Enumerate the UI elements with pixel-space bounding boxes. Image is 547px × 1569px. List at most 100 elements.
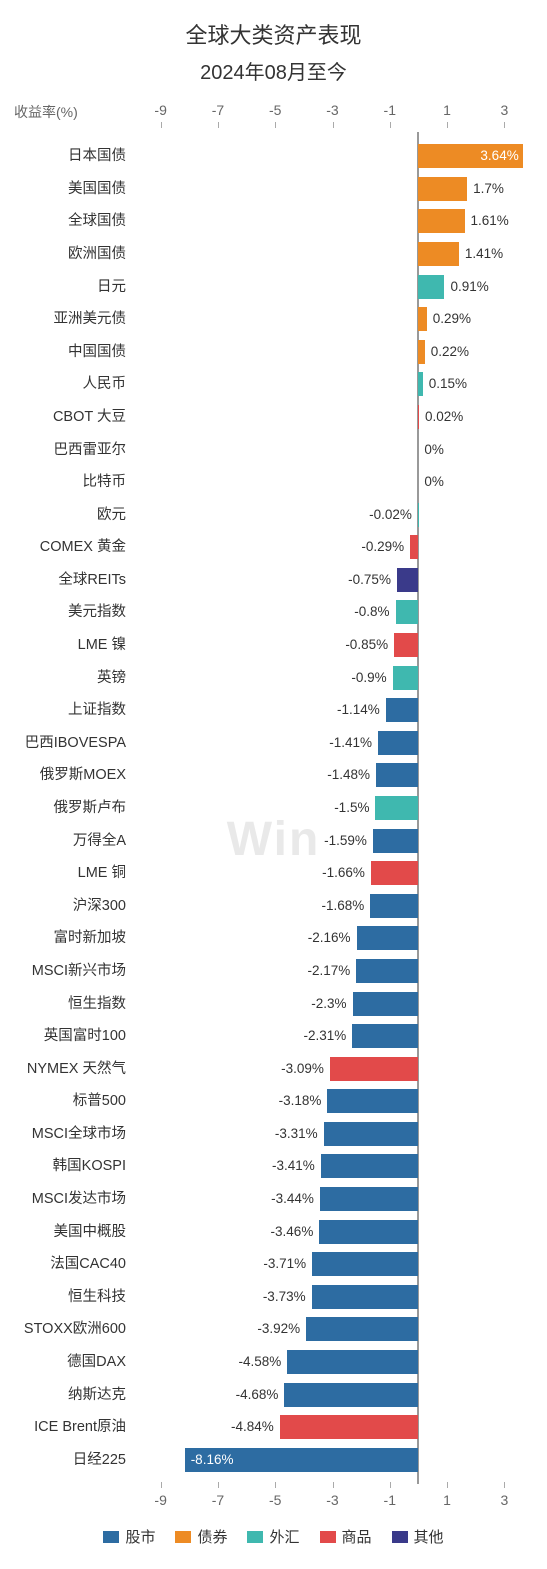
bar (327, 1089, 418, 1113)
row-label: MSCI新兴市场 (0, 955, 126, 987)
row-label: LME 镍 (0, 629, 126, 661)
chart-row: 法国CAC40 -3.71% (0, 1248, 547, 1280)
bar (396, 600, 419, 624)
row-label: 上证指数 (0, 694, 126, 726)
x-tick-mark (333, 1482, 334, 1488)
chart-row: 比特币0% (0, 466, 547, 498)
x-tick-mark (218, 1482, 219, 1488)
value-label: -2.16% (308, 922, 351, 954)
value-label: -2.31% (303, 1020, 346, 1052)
row-label: 美元指数 (0, 596, 126, 628)
value-label: 0% (424, 434, 444, 466)
x-tick-mark (447, 1482, 448, 1488)
chart-row: MSCI新兴市场-2.17% (0, 955, 547, 987)
value-label: -1.66% (322, 857, 365, 889)
chart-row: 日经225 -8.16% (0, 1444, 547, 1476)
bar (357, 926, 419, 950)
chart-row: ICE Brent原油-4.84% (0, 1411, 547, 1443)
chart-row: 巴西雷亚尔0% (0, 434, 547, 466)
legend-swatch (247, 1531, 263, 1543)
chart-row: 纳斯达克-4.68% (0, 1379, 547, 1411)
value-label: -0.85% (345, 629, 388, 661)
legend-label: 股市 (125, 1529, 155, 1546)
bar (280, 1415, 419, 1439)
chart-row: CBOT 大豆0.02% (0, 401, 547, 433)
x-tick-mark (275, 1482, 276, 1488)
row-label: 英镑 (0, 662, 126, 694)
bar (371, 861, 419, 885)
x-tick-label: -3 (326, 1492, 338, 1508)
row-label: LME 铜 (0, 857, 126, 889)
row-label: 法国CAC40 (0, 1248, 126, 1280)
value-label: -3.92% (257, 1313, 300, 1345)
row-label: MSCI发达市场 (0, 1183, 126, 1215)
x-tick-label: -3 (326, 102, 338, 118)
bar (393, 666, 419, 690)
bar (418, 242, 458, 266)
bar (376, 763, 418, 787)
chart-row: 亚洲美元债0.29% (0, 303, 547, 335)
value-label: -2.3% (311, 988, 346, 1020)
value-label: -0.9% (351, 662, 386, 694)
row-label: 恒生指数 (0, 988, 126, 1020)
chart-row: MSCI全球市场-3.31% (0, 1118, 547, 1150)
row-label: 全球国债 (0, 205, 126, 237)
value-label: 0% (424, 466, 444, 498)
value-label: 1.41% (465, 238, 503, 270)
x-axis-bottom: -9-7-5-3-113 (0, 1488, 547, 1518)
bar (378, 731, 418, 755)
chart-row: 韩国KOSPI-3.41% (0, 1150, 547, 1182)
bar (397, 568, 418, 592)
chart-row: COMEX 黄金-0.29% (0, 531, 547, 563)
value-label: -1.5% (334, 792, 369, 824)
row-label: 富时新加坡 (0, 922, 126, 954)
x-tick-label: -9 (154, 1492, 166, 1508)
row-label: 欧洲国债 (0, 238, 126, 270)
value-label: -3.71% (263, 1248, 306, 1280)
row-label: 日经225 (0, 1444, 126, 1476)
bar (306, 1317, 418, 1341)
value-label: -4.84% (231, 1411, 274, 1443)
legend-label: 外汇 (269, 1529, 299, 1546)
bar (394, 633, 418, 657)
legend: 股市债券外汇商品其他 (0, 1526, 547, 1547)
legend-swatch (103, 1531, 119, 1543)
legend-item: 外汇 (247, 1526, 299, 1547)
bar (418, 340, 424, 364)
x-tick-mark (504, 122, 505, 128)
value-label: 0.29% (433, 303, 471, 335)
value-label: 0.22% (431, 336, 469, 368)
row-label: 美国国债 (0, 173, 126, 205)
bar (320, 1187, 419, 1211)
x-tick-mark (390, 1482, 391, 1488)
chart-row: NYMEX 天然气-3.09% (0, 1053, 547, 1085)
value-label: -1.59% (324, 825, 367, 857)
bar (312, 1285, 419, 1309)
row-label: 全球REITs (0, 564, 126, 596)
legend-item: 股市 (103, 1526, 155, 1547)
value-label: -4.58% (238, 1346, 281, 1378)
legend-item: 商品 (320, 1526, 372, 1547)
chart-row: 巴西IBOVESPA-1.41% (0, 727, 547, 759)
value-label: -3.46% (271, 1216, 314, 1248)
row-label: 人民币 (0, 368, 126, 400)
value-label: -1.41% (329, 727, 372, 759)
chart-row: 英镑 -0.9% (0, 662, 547, 694)
legend-label: 债券 (197, 1529, 227, 1546)
row-label: 日元 (0, 271, 126, 303)
x-tick-mark (218, 122, 219, 128)
row-label: 欧元 (0, 499, 126, 531)
bar (418, 405, 419, 429)
chart-row: 德国DAX-4.58% (0, 1346, 547, 1378)
chart-row: 欧洲国债 1.41% (0, 238, 547, 270)
value-label: -8.16% (191, 1444, 234, 1476)
bar (418, 503, 419, 527)
row-label: 俄罗斯MOEX (0, 759, 126, 791)
bar (330, 1057, 419, 1081)
row-label: 纳斯达克 (0, 1379, 126, 1411)
legend-swatch (175, 1531, 191, 1543)
bar (386, 698, 419, 722)
bar (410, 535, 418, 559)
row-label: NYMEX 天然气 (0, 1053, 126, 1085)
legend-swatch (392, 1531, 408, 1543)
